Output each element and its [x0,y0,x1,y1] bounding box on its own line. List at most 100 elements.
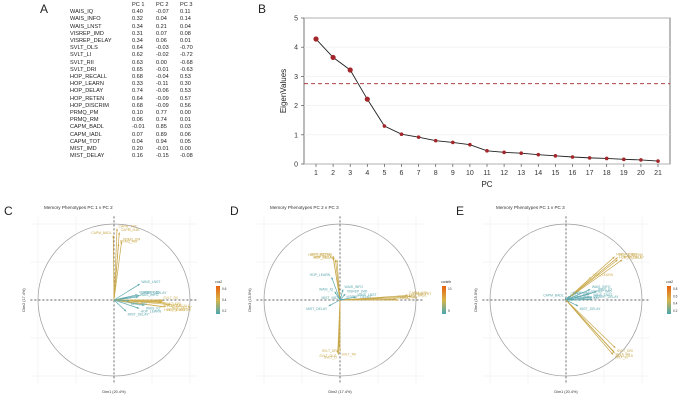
loadings-value-cell: -0.08 [180,153,193,160]
scree-xtick-label: 3 [348,170,352,177]
biplot-title: Memory Phenotypes PC 2 v PC 3 [270,205,339,210]
loading-arrowhead [613,345,616,348]
loading-label: HOP_RETEN [164,308,185,312]
loading-arrowhead [588,277,592,280]
loadings-value-cell: 0.77 [156,110,167,117]
loadings-value-cell: 0.05 [180,138,191,145]
loading-label: CAPM_IADL [573,291,592,295]
scree-xtick-label: 8 [434,170,438,177]
loadings-row: WAIS_LNST 0.34 0.21 0.04 [70,24,204,31]
loading-label: CAPM_TOT [119,224,137,228]
loadings-value-cell: 0.32 [132,16,143,23]
loading-label: HOP_RETEN [616,252,637,256]
loading-arrowhead [338,345,341,348]
loading-arrow [339,298,397,301]
loadings-value-cell: 0.62 [132,52,143,59]
biplot-xlabel: Dim2 (17.4%) [328,390,352,394]
loading-label: PRMQ_PM [123,237,140,241]
correlation-circle [37,223,191,377]
scree-point [639,158,643,162]
loadings-value-cell: 0.16 [132,153,143,160]
loading-arrowhead [117,243,120,246]
loadings-value-cell: 0.10 [132,110,143,117]
loadings-value-cell: -0.11 [156,81,169,88]
loading-label: MIST_DELAY [306,307,328,311]
loading-label: VISREP_DELAY [141,291,167,295]
loadings-row: VISREP_IMD 0.31 0.07 0.08 [70,31,204,38]
loading-label: HOP_LEARN [310,273,331,277]
loadings-value-cell: 0.40 [132,9,143,16]
scree-ylabel: EigenValues [279,69,288,113]
loading-arrowhead [328,304,331,307]
loading-arrowhead [615,257,618,260]
loading-arrowhead [136,306,140,309]
loading-arrow [113,299,166,308]
scree-point [519,151,523,155]
scree-ytick-label: 0 [294,162,298,169]
loading-arrowhead [126,299,130,302]
loading-arrow [113,228,118,301]
loadings-row: MIST_IMD 0.20 -0.01 0.00 [70,146,204,153]
loading-arrowhead [120,241,123,244]
scree-point [382,124,387,128]
loadings-header-cell: PC 1 [132,2,145,8]
loading-label: HOP_DELAY [314,256,335,260]
loadings-variable-cell: HOP_RETEN [70,95,105,102]
scree-point [416,135,421,139]
loading-label: HOP_DELAY [172,306,193,310]
legend-tick-label: 0.2 [673,309,678,313]
loadings-value-cell: -0.72 [180,52,193,59]
loading-label: SVLT_LI [324,356,337,360]
loadings-header-row: PC 1 PC 2 PC 3 [70,2,204,9]
loadings-variable-cell: HOP_LEARN [70,81,104,88]
loading-arrow [565,293,590,301]
loadings-variable-cell: WAIS_IQ [70,9,94,16]
loadings-value-cell: 0.07 [132,131,143,138]
biplot-pc1-pc2: Memory Phenotypes PC 1 v PC 2CAPM_TOTCAP… [22,205,227,394]
legend-tick-label: 0.8 [673,287,678,291]
loading-arrow [565,259,623,301]
loading-arrowhead [610,352,614,355]
loadings-value-cell: 0.06 [132,117,143,124]
loadings-variable-cell: HOP_DISCRIM [70,102,109,109]
biplot-xlabel: Dim1 (20.4%) [102,390,126,394]
loadings-value-cell: 0.53 [180,74,191,81]
loading-arrow [565,299,616,349]
loading-arrowhead [405,294,408,297]
loadings-row: SVLT_RII 0.63 0.00 -0.68 [70,60,204,67]
scree-xtick-label: 21 [654,170,662,177]
loading-label: MIST_DELAY [128,312,150,316]
loading-arrowhead [142,303,145,306]
loading-arrowhead [615,259,618,262]
biplot-title: Memory Phenotypes PC 1 v PC 3 [496,205,565,210]
loadings-variable-cell: SVLT_OLS [70,45,98,52]
loadings-row: MIST_DELAY 0.16 -0.15 -0.08 [70,153,204,160]
loading-arrowhead [338,349,342,352]
scree-point [364,96,370,102]
loading-label: SVLT_RII [163,296,178,300]
loading-arrowhead [168,303,171,306]
scree-point [485,149,489,153]
scree-point [433,138,438,143]
loading-label: CAPM_IADL [409,291,428,295]
legend-colorbar [442,286,446,314]
loadings-value-cell: 0.06 [180,131,191,138]
biplot-ylabel: Dim3 (15.5%) [248,288,252,312]
loadings-value-cell: 0.11 [180,9,191,16]
loadings-value-cell: 0.74 [156,117,167,124]
scree-xtick-label: 4 [365,170,369,177]
loadings-variable-cell: MIST_DELAY [70,153,105,160]
loadings-row: SVLT_LI 0.62 -0.02 -0.72 [70,52,204,59]
loadings-value-cell: 0.34 [132,38,143,45]
loading-arrowhead [163,305,166,308]
loading-arrowhead [112,235,115,238]
loading-arrowhead [396,298,399,302]
loadings-value-cell: 0.07 [156,30,167,37]
loading-arrow [113,299,127,312]
loading-arrowhead [334,259,337,262]
loadings-value-cell: 0.74 [132,88,143,95]
loading-label: HOP_DISCRIM [308,253,332,257]
loading-label: WAIS_LNST [357,293,376,297]
loading-label: PRMQ_PM [575,296,592,300]
loading-label: SVLT_OLS [164,303,182,307]
